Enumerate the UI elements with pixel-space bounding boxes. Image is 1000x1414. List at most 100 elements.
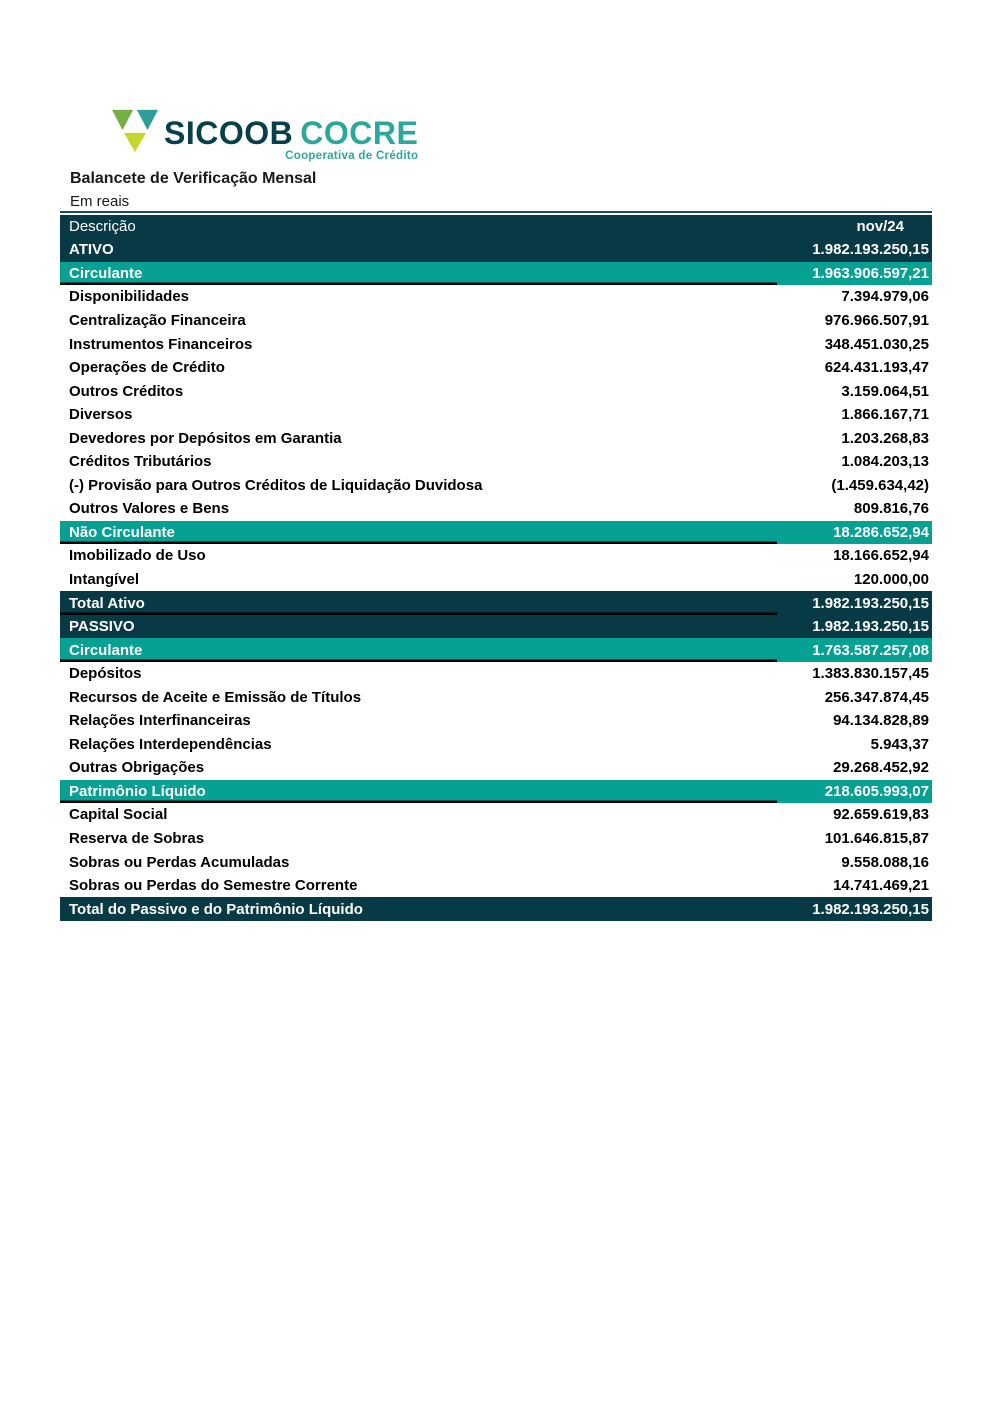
- table-row: Depósitos 1.383.830.157,45: [60, 661, 932, 686]
- table-row: Capital Social 92.659.619,83: [60, 803, 932, 827]
- row-value: 1.963.906.597,21: [812, 264, 929, 282]
- row-value: 120.000,00: [853, 570, 929, 588]
- row-value: 18.286.652,94: [833, 523, 929, 541]
- row-value: 101.646.815,87: [824, 829, 929, 847]
- row-value: 3.159.064,51: [841, 382, 929, 400]
- sicoob-cocre-logo: SICOOB COCRE Cooperativa de Crédito: [111, 104, 418, 162]
- row-value: 14.741.469,21: [833, 877, 929, 895]
- row-value: 1.084.203,13: [841, 453, 929, 471]
- table-body: ATIVO 1.982.193.250,15 Circulante 1.963.906…: [60, 238, 932, 921]
- sicoob-logo-icon: [111, 109, 159, 153]
- page-title: Balancete de Verificação Mensal: [70, 170, 317, 187]
- row-value: 18.166.652,94: [833, 547, 929, 565]
- table-row: Centralização Financeira 976.966.507,91: [60, 308, 932, 333]
- row-value: 1.982.193.250,15: [812, 618, 929, 636]
- row-label: Outras Obrigações: [69, 759, 205, 777]
- logo-wordmark: SICOOB COCRE Cooperativa de Crédito: [164, 117, 418, 162]
- row-label: Circulante: [60, 638, 777, 662]
- table-row: Patrimônio Líquido 218.605.993,07: [60, 779, 932, 804]
- row-value: 1.982.193.250,15: [812, 594, 929, 612]
- table-header-row: Descrição nov/24: [60, 214, 932, 239]
- table-row: Outros Créditos 3.159.064,51: [60, 379, 932, 403]
- row-label: Diversos: [69, 406, 133, 424]
- row-label: Total Ativo: [60, 591, 777, 615]
- table-row: (-) Provisão para Outros Créditos de Liq…: [60, 473, 932, 498]
- row-label: Total do Passivo e do Patrimônio Líquido: [69, 900, 363, 918]
- logo-cocre-text: COCRE: [300, 115, 419, 151]
- row-label: Recursos de Aceite e Emissão de Títulos: [69, 688, 362, 706]
- row-value: 1.982.193.250,15: [812, 241, 929, 259]
- row-label: PASSIVO: [69, 618, 135, 636]
- row-label: Reserva de Sobras: [69, 829, 205, 847]
- table-header-period: nov/24: [856, 217, 904, 235]
- row-label: Imobilizado de Uso: [69, 547, 206, 565]
- row-label: Centralização Financeira: [69, 311, 246, 329]
- page-subtitle: Em reais: [70, 193, 130, 210]
- table-row: Outras Obrigações 29.268.452,92: [60, 756, 932, 780]
- row-label: Não Circulante: [60, 521, 777, 545]
- table-row: Circulante 1.963.906.597,21: [60, 261, 932, 286]
- balance-table: Descrição nov/24 ATIVO 1.982.193.250,15 Ci…: [60, 211, 932, 921]
- logo-sicoob-text: SICOOB: [164, 115, 294, 151]
- row-label: Disponibilidades: [69, 288, 190, 306]
- table-row: Intangível 120.000,00: [60, 567, 932, 592]
- table-row: Outros Valores e Bens 809.816,76: [60, 497, 932, 521]
- table-row: ATIVO 1.982.193.250,15: [60, 238, 932, 262]
- row-label: Depósitos: [69, 665, 142, 683]
- row-value: 1.982.193.250,15: [812, 900, 929, 918]
- table-header-description: Descrição: [69, 217, 136, 235]
- table-row: Devedores por Depósitos em Garantia 1.203…: [60, 426, 932, 450]
- table-row: Circulante 1.763.587.257,08: [60, 638, 932, 662]
- table-row: Relações Interfinanceiras 94.134.828,89: [60, 708, 932, 733]
- row-label: Créditos Tributários: [69, 453, 212, 471]
- table-row: Imobilizado de Uso 18.166.652,94: [60, 544, 932, 568]
- table-row: Sobras ou Perdas Acumuladas 9.558.088,16: [60, 850, 932, 874]
- row-value: 1.866.167,71: [841, 406, 929, 424]
- row-value: 29.268.452,92: [833, 759, 929, 777]
- table-row: Diversos 1.866.167,71: [60, 402, 932, 427]
- row-value: 7.394.979,06: [841, 288, 929, 306]
- logo-tagline: Cooperativa de Crédito: [285, 150, 419, 162]
- table-row: Disponibilidades 7.394.979,06: [60, 285, 932, 309]
- row-label: Devedores por Depósitos em Garantia: [69, 429, 342, 447]
- row-label: Relações Interdependências: [69, 735, 272, 753]
- table-row: Recursos de Aceite e Emissão de Títulos 2…: [60, 685, 932, 709]
- row-label: Outros Valores e Bens: [69, 500, 230, 518]
- row-label: Intangível: [69, 570, 140, 588]
- row-label: Operações de Crédito: [69, 359, 225, 377]
- row-value: 1.383.830.157,45: [812, 665, 929, 683]
- row-label: Instrumentos Financeiros: [69, 335, 253, 353]
- table-row: PASSIVO 1.982.193.250,15: [60, 614, 932, 639]
- row-value: 94.134.828,89: [833, 712, 929, 730]
- row-value: 1.203.268,83: [841, 429, 929, 447]
- table-row: Operações de Crédito 624.431.193,47: [60, 355, 932, 380]
- table-row: Total do Passivo e do Patrimônio Líquido…: [60, 897, 932, 921]
- table-row: Relações Interdependências 5.943,37: [60, 732, 932, 757]
- row-value: 9.558.088,16: [841, 853, 929, 871]
- row-label: Outros Créditos: [69, 382, 184, 400]
- row-label: (-) Provisão para Outros Créditos de Liq…: [69, 476, 483, 494]
- row-value: 5.943,37: [870, 735, 929, 753]
- row-value: 92.659.619,83: [833, 806, 929, 824]
- row-value: 1.763.587.257,08: [812, 641, 929, 659]
- table-row: Instrumentos Financeiros 348.451.030,25: [60, 332, 932, 356]
- row-label: Patrimônio Líquido: [60, 780, 777, 804]
- table-row: Reserva de Sobras 101.646.815,87: [60, 826, 932, 851]
- row-value: 256.347.874,45: [824, 688, 929, 706]
- row-value: 976.966.507,91: [824, 311, 929, 329]
- row-label: Capital Social: [69, 806, 168, 824]
- row-label: Sobras ou Perdas Acumuladas: [69, 853, 290, 871]
- logo-brand-line: SICOOB COCRE: [164, 117, 418, 149]
- table-row: Sobras ou Perdas do Semestre Corrente 14.…: [60, 873, 932, 898]
- table-row: Créditos Tributários 1.084.203,13: [60, 449, 932, 474]
- row-value: 218.605.993,07: [824, 782, 929, 800]
- table-row: Não Circulante 18.286.652,94: [60, 520, 932, 545]
- row-value: 624.431.193,47: [824, 359, 929, 377]
- row-value: 348.451.030,25: [824, 335, 929, 353]
- row-value: 809.816,76: [853, 500, 929, 518]
- row-label: Relações Interfinanceiras: [69, 712, 251, 730]
- row-label: Circulante: [60, 262, 777, 286]
- row-label: Sobras ou Perdas do Semestre Corrente: [69, 877, 358, 895]
- row-label: ATIVO: [69, 241, 114, 259]
